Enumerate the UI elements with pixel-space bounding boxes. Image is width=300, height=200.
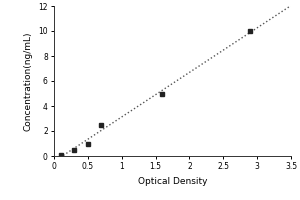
X-axis label: Optical Density: Optical Density <box>138 177 207 186</box>
Y-axis label: Concentration(ng/mL): Concentration(ng/mL) <box>24 31 33 131</box>
